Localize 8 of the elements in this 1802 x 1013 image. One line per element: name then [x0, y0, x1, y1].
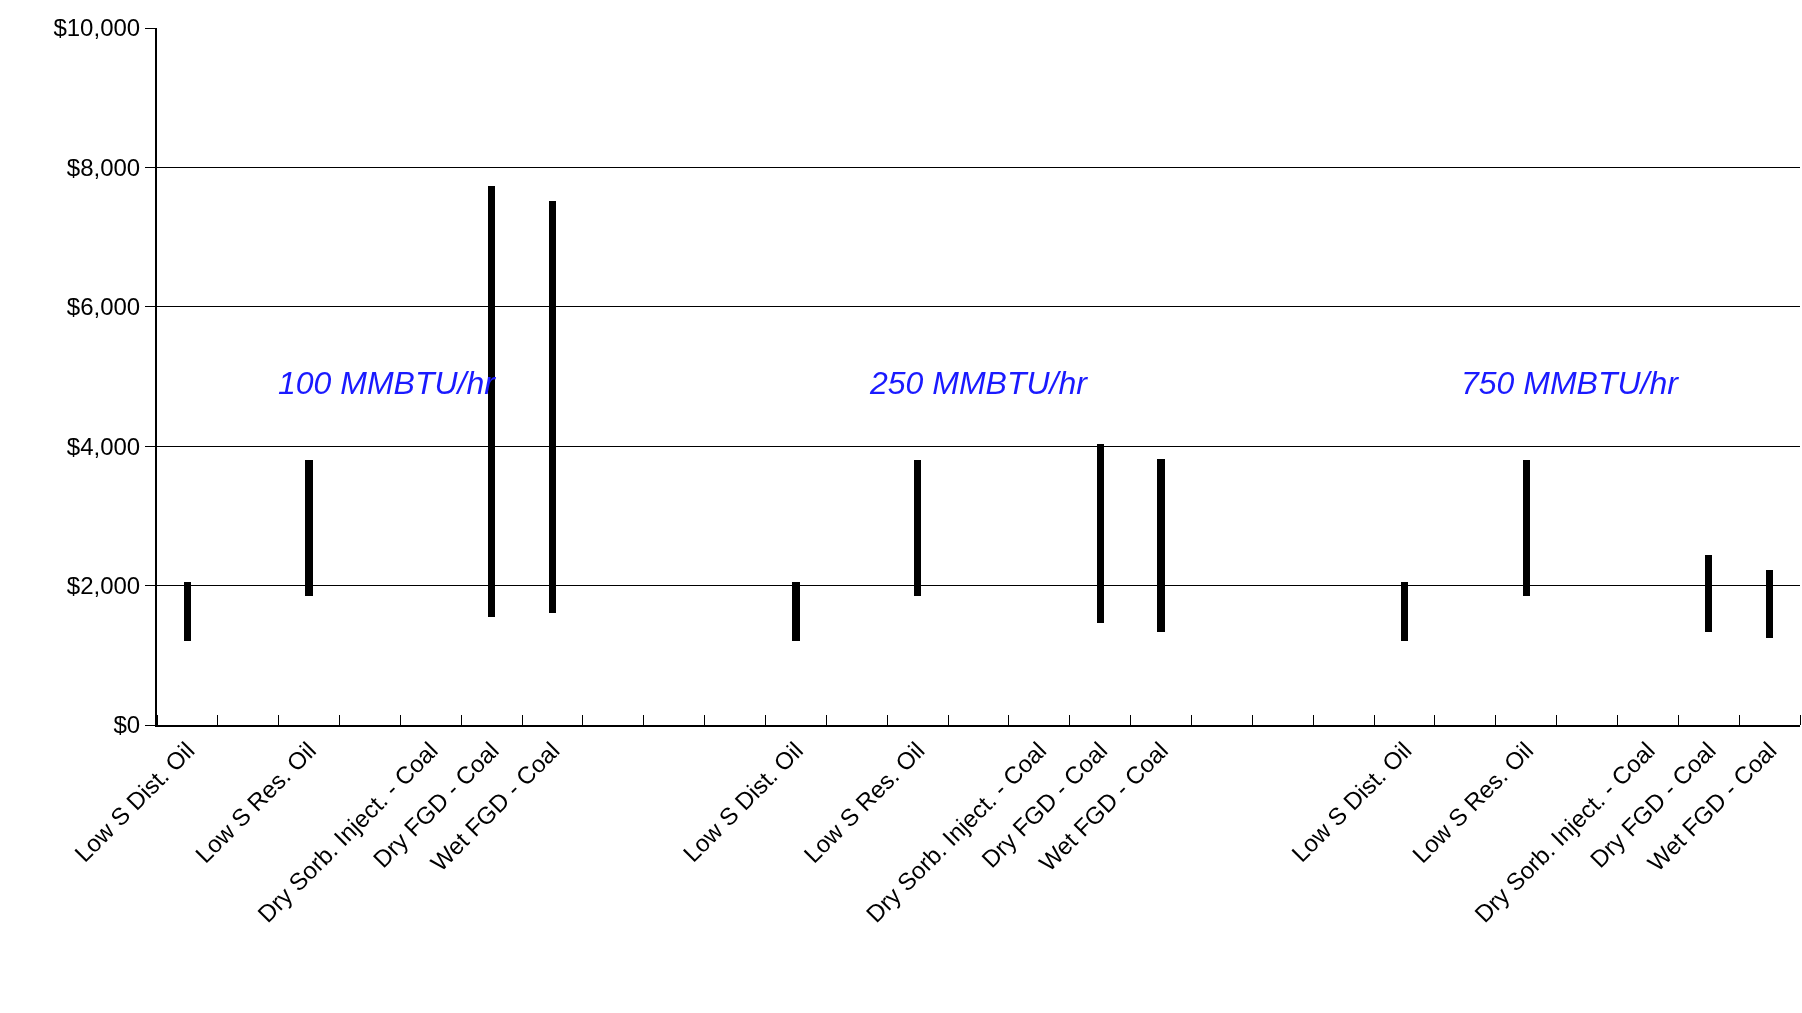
y-tick-label: $0	[113, 711, 141, 739]
y-tick-label: $2,000	[66, 572, 141, 599]
y-tick-label: $10,000	[53, 14, 141, 42]
y-tick-label: $4,000	[66, 432, 141, 460]
annotation: 750 MMBTU/hr	[1461, 365, 1680, 401]
annotation: 250 MMBTU/hr	[869, 365, 1089, 401]
y-tick-label: $8,000	[66, 153, 141, 181]
y-tick-label: $6,000	[66, 293, 141, 321]
